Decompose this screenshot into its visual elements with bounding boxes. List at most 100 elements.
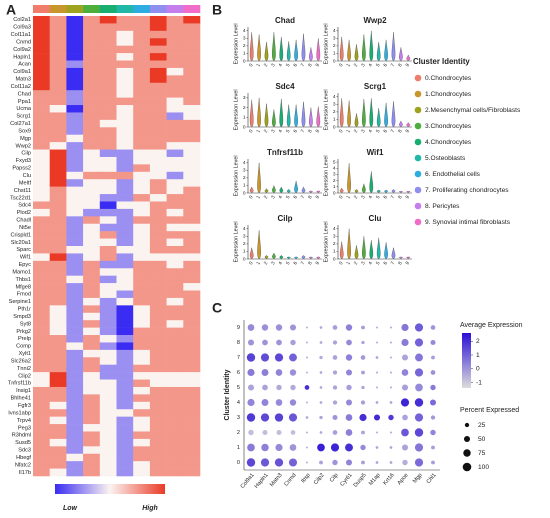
x-tick-label: 4 [368, 194, 375, 200]
y-tick-label: 1 [243, 249, 246, 255]
dot [332, 385, 338, 390]
dot [306, 326, 308, 329]
violin [339, 241, 344, 260]
heatmap-cell [116, 127, 134, 136]
y-tick-label: 4 [333, 28, 336, 34]
heatmap-cell [99, 364, 117, 373]
dot [260, 458, 270, 467]
dot [361, 340, 365, 345]
dot [402, 459, 408, 466]
heatmap-cell [49, 231, 67, 239]
violin [354, 44, 359, 62]
dot [261, 443, 269, 452]
heatmap-cell [166, 386, 184, 395]
heatmap-cell [33, 335, 50, 343]
heatmap-cell [83, 23, 101, 32]
dot [306, 371, 308, 374]
gene-label: Tnni2 [17, 366, 31, 372]
dot [306, 446, 308, 449]
colorbar-tick-label: -1 [476, 379, 482, 386]
heatmap-cell [116, 231, 134, 239]
heatmap-cell [166, 394, 184, 403]
heatmap-cell [33, 38, 50, 46]
heatmap-cell [49, 335, 67, 343]
legend-swatch [414, 170, 422, 178]
heatmap-cell [133, 97, 151, 106]
heatmap-cell [66, 349, 84, 358]
dot [401, 338, 409, 347]
heatmap-cell [83, 446, 101, 455]
violin [249, 32, 254, 62]
heatmap-cell [133, 424, 151, 432]
dot [246, 458, 256, 467]
heatmap-cell [49, 283, 67, 291]
heatmap-cell [133, 142, 151, 150]
dot [261, 399, 269, 406]
dot [247, 384, 255, 391]
y-axis-label: Expression Level [233, 23, 239, 64]
heatmap-cell [99, 260, 117, 269]
violin [347, 39, 351, 62]
x-tick-label: 5 [375, 62, 382, 68]
heatmap-cell [83, 171, 101, 180]
violin [257, 162, 261, 194]
violin [399, 190, 403, 194]
y-tick-label: 2 [243, 105, 246, 111]
heatmap-cell [83, 16, 101, 24]
y-tick-label: 0 [333, 124, 336, 130]
dot [361, 370, 365, 375]
heatmap-cell [149, 327, 167, 336]
x-tick-label: 0 [248, 128, 255, 134]
heatmap-cell [133, 386, 151, 395]
heatmap-cell [183, 142, 201, 150]
violin [406, 256, 411, 260]
heatmap-cell [166, 305, 184, 314]
violin [272, 252, 276, 260]
gene-label: Fgfr3 [18, 403, 31, 409]
heatmap-cell [33, 134, 50, 143]
heatmap-cell [99, 134, 117, 143]
heatmap-cell [116, 216, 134, 225]
heatmap-cell [166, 164, 184, 173]
legend-title: Cluster Identity [413, 57, 470, 66]
violin [391, 188, 396, 194]
heatmap-cell [99, 119, 117, 128]
heatmap-cell [66, 179, 84, 187]
violin [369, 30, 374, 62]
dot [345, 354, 353, 361]
heatmap-cell [133, 349, 151, 358]
heatmap-cell [66, 401, 84, 410]
heatmap-cell [149, 216, 167, 225]
heatmap-cell [33, 253, 50, 262]
x-tick-label: 9 [315, 128, 322, 134]
dot [401, 354, 409, 361]
y-tick-label: 1 [243, 51, 246, 57]
heatmap-cell [83, 416, 101, 425]
x-tick-label: M1ap [368, 472, 382, 487]
gene-label: Acan [18, 62, 31, 68]
heatmap-cell [133, 446, 151, 455]
heatmap-cell [183, 268, 201, 276]
heatmap-cell [66, 112, 84, 121]
legend-swatch [414, 154, 422, 162]
gene-label: Col9a3 [13, 25, 31, 31]
heatmap-cell [66, 201, 84, 210]
dot [247, 324, 255, 331]
x-tick-label: Chl1 [426, 472, 438, 485]
dot [306, 461, 308, 464]
y-tick-label: 0 [333, 190, 336, 196]
heatmap-cell [99, 335, 117, 343]
heatmap-cell [83, 431, 101, 440]
heatmap-cell [116, 335, 134, 343]
violin [384, 102, 388, 128]
dot [319, 371, 323, 374]
heatmap-cell [149, 461, 167, 469]
heatmap-cell [183, 424, 201, 432]
y-axis-label: Expression Level [233, 221, 239, 262]
size-legend-dot [464, 422, 470, 428]
heatmap-cell [166, 231, 184, 239]
y-tick-label: 5 [237, 385, 240, 391]
dot [414, 428, 424, 437]
heatmap-cell [133, 67, 151, 76]
heatmap-cell [116, 305, 134, 314]
